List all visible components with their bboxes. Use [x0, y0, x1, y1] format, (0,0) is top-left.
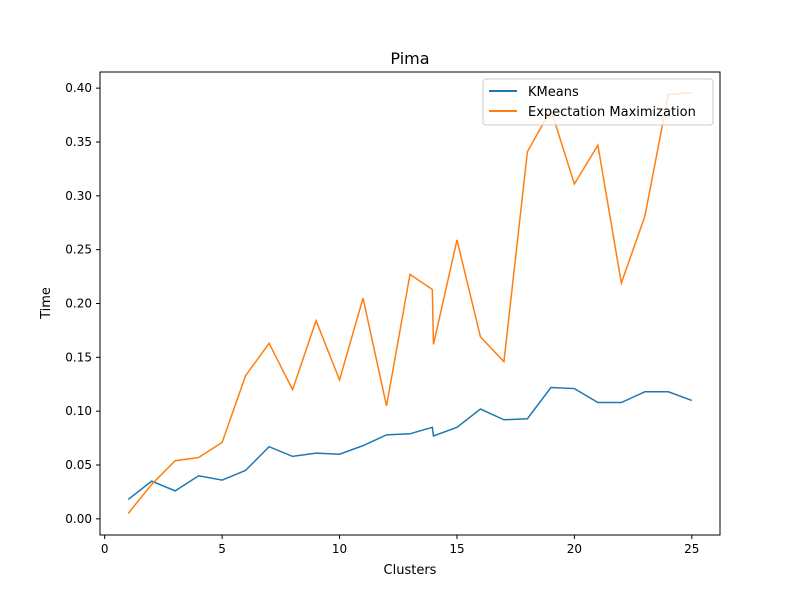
- legend-label-em: Expectation Maximization: [528, 105, 696, 120]
- x-axis-ticks: 0 5 10 15 20 25: [101, 535, 699, 556]
- y-tick-label: 0.20: [65, 297, 92, 311]
- x-tick-label: 0: [101, 542, 109, 556]
- y-tick-label: 0.10: [65, 404, 92, 418]
- series-line-expectation-maximization: [127, 91, 692, 514]
- y-tick-label: 0.00: [65, 512, 92, 526]
- chart-title: Pima: [390, 49, 429, 68]
- y-tick-label: 0.40: [65, 81, 92, 95]
- x-tick-label: 5: [218, 542, 226, 556]
- plot-frame: [99, 71, 721, 536]
- y-tick-label: 0.30: [65, 189, 92, 203]
- x-tick-label: 20: [567, 542, 582, 556]
- y-axis-label: Time: [39, 287, 54, 320]
- y-axis-ticks: 0.00 0.05 0.10 0.15 0.20 0.25 0.30 0.35 0.40: [65, 81, 100, 526]
- y-tick-label: 0.15: [65, 350, 92, 364]
- plot-lines: [127, 91, 693, 514]
- x-tick-label: 10: [332, 542, 347, 556]
- y-tick-label: 0.25: [65, 243, 92, 257]
- legend-box: [482, 78, 714, 126]
- y-tick-label: 0.35: [65, 135, 92, 149]
- x-tick-label: 15: [449, 542, 464, 556]
- legend: KMeans Expectation Maximization: [482, 78, 714, 126]
- series-line-kmeans: [127, 386, 693, 501]
- legend-label-kmeans: KMeans: [528, 85, 579, 100]
- x-tick-label: 25: [684, 542, 699, 556]
- x-axis-label: Clusters: [384, 563, 437, 578]
- y-tick-label: 0.05: [65, 458, 92, 472]
